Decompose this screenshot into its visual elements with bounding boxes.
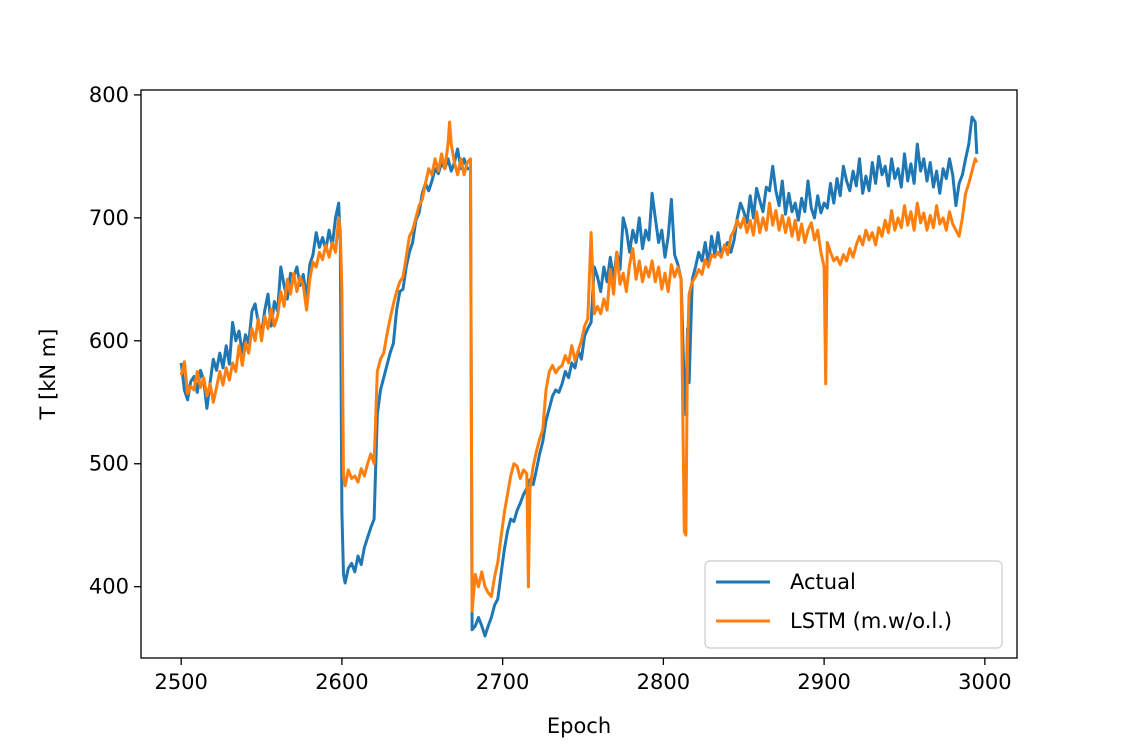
y-tick-label: 400 [89,575,129,599]
x-tick-label: 2500 [154,670,207,694]
y-tick-label: 700 [89,206,129,230]
x-tick-label: 3000 [958,670,1011,694]
x-tick-label: 2600 [315,670,368,694]
x-tick-label: 2700 [476,670,529,694]
y-tick-label: 600 [89,329,129,353]
x-tick-label: 2800 [637,670,690,694]
x-axis-ticks: 2500 2600 2700 2800 2900 3000 [154,658,1012,694]
legend-label-actual: Actual [790,570,856,594]
plot-lines [179,115,979,638]
y-axis-ticks: 400 500 600 700 800 [89,83,141,599]
x-axis-title: Epoch [547,714,611,738]
y-tick-label: 800 [89,83,129,107]
series-line-lstm [179,120,979,613]
legend: Actual LSTM (m.w/o.l.) [704,560,1003,649]
legend-label-lstm: LSTM (m.w/o.l.) [790,609,952,633]
legend-box [704,560,1003,649]
plot-frame [140,89,1018,659]
y-axis-title: T [kN m] [36,329,60,421]
x-tick-label: 2900 [797,670,850,694]
y-tick-label: 500 [89,452,129,476]
